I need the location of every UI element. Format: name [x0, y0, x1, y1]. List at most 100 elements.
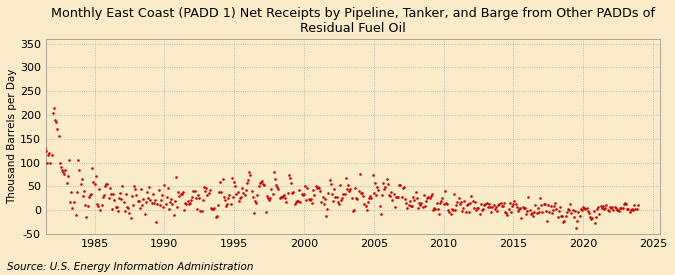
Point [83, 195, 94, 199]
Point [300, 184, 310, 188]
Point [451, 203, 462, 207]
Point [180, 201, 191, 205]
Point [271, 182, 281, 187]
Point [316, 200, 327, 205]
Point [358, 193, 369, 198]
Point [609, 205, 620, 209]
Point [617, 205, 628, 210]
Point [515, 205, 526, 210]
Point [624, 210, 635, 214]
Point [367, 173, 378, 178]
Point [263, 195, 273, 200]
Point [614, 208, 624, 213]
Point [536, 203, 547, 208]
Point [572, 219, 583, 223]
Point [585, 215, 595, 219]
Point [473, 206, 484, 210]
Point [371, 193, 381, 198]
Point [450, 208, 460, 212]
Point [161, 195, 172, 199]
Point [109, 198, 119, 203]
Point [499, 201, 510, 205]
Point [556, 213, 566, 218]
Point [131, 192, 142, 197]
Point [489, 207, 500, 211]
Point [100, 183, 111, 188]
Point [375, 212, 386, 217]
Point [92, 204, 103, 208]
Point [158, 204, 169, 209]
Point [423, 195, 434, 199]
Point [547, 208, 558, 212]
Point [417, 205, 428, 209]
Point [438, 202, 449, 206]
Point [474, 212, 485, 216]
Point [393, 194, 404, 199]
Point [545, 204, 556, 209]
Point [253, 184, 264, 188]
Point [623, 207, 634, 211]
Point [117, 184, 128, 188]
Point [152, 202, 163, 206]
Point [518, 206, 529, 210]
Point [116, 197, 127, 201]
Point [245, 173, 256, 177]
Point [377, 181, 388, 185]
Point [205, 206, 216, 210]
Point [340, 192, 350, 196]
Y-axis label: Thousand Barrels per Day: Thousand Barrels per Day [7, 69, 17, 204]
Point [599, 206, 610, 211]
Point [236, 195, 246, 199]
Point [581, 205, 592, 210]
Point [327, 192, 338, 196]
Point [616, 206, 627, 210]
Point [47, 111, 58, 115]
Point [335, 183, 346, 187]
Point [570, 209, 580, 213]
Point [346, 196, 357, 200]
Point [37, 132, 48, 136]
Point [142, 196, 153, 200]
Point [552, 214, 563, 219]
Point [501, 210, 512, 215]
Point [55, 165, 66, 170]
Point [128, 203, 138, 207]
Point [374, 204, 385, 208]
Point [479, 203, 489, 208]
Point [398, 185, 409, 189]
Point [60, 167, 71, 172]
Point [147, 191, 158, 196]
Point [472, 205, 483, 210]
Point [588, 208, 599, 213]
Point [254, 181, 265, 185]
Point [460, 210, 471, 214]
Point [613, 208, 624, 212]
Point [99, 193, 109, 198]
Point [512, 204, 522, 209]
Text: Source: U.S. Energy Information Administration: Source: U.S. Energy Information Administ… [7, 262, 253, 272]
Point [184, 200, 195, 205]
Point [118, 200, 129, 204]
Point [579, 206, 590, 211]
Point [365, 194, 376, 198]
Point [82, 204, 93, 208]
Point [324, 178, 335, 182]
Point [388, 192, 399, 196]
Point [52, 127, 63, 131]
Point [285, 176, 296, 181]
Point [184, 202, 194, 206]
Point [265, 196, 275, 200]
Point [533, 210, 544, 214]
Point [159, 183, 169, 187]
Point [597, 204, 608, 208]
Point [335, 198, 346, 203]
Point [163, 207, 174, 211]
Point [44, 151, 55, 155]
Point [187, 195, 198, 200]
Point [444, 210, 455, 214]
Point [454, 202, 465, 206]
Point [541, 219, 552, 224]
Point [437, 196, 448, 200]
Point [195, 208, 206, 213]
Point [321, 214, 331, 219]
